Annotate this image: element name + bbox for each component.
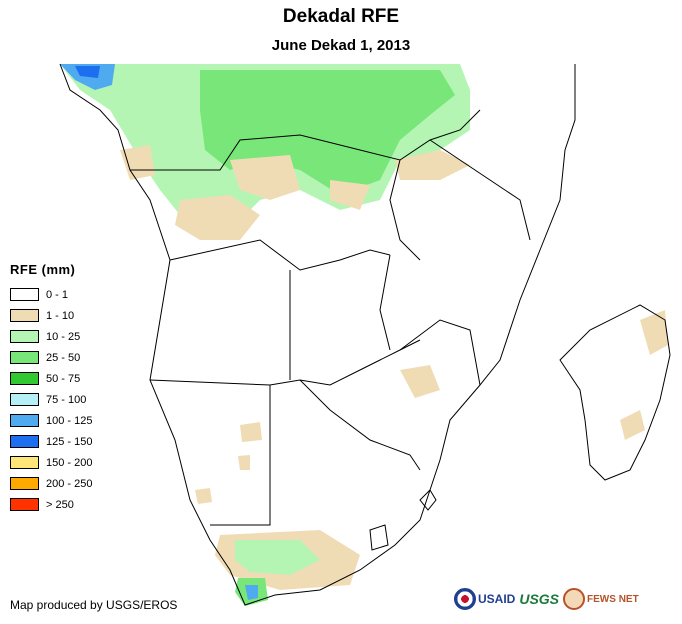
legend-swatch xyxy=(10,351,39,364)
legend-swatch xyxy=(10,372,39,385)
legend-swatch xyxy=(10,477,39,490)
usaid-logo: USAID xyxy=(454,588,515,610)
legend-item: 0 - 1 xyxy=(10,284,150,305)
usaid-label: USAID xyxy=(478,592,516,606)
logo-bar: USAID USGS FEWS NET xyxy=(454,584,676,614)
usgs-logo: USGS xyxy=(519,591,559,607)
legend-label: 25 - 50 xyxy=(46,351,81,364)
rain-band-north xyxy=(60,64,470,230)
legend-item: 1 - 10 xyxy=(10,305,150,326)
rain-areas-south xyxy=(195,310,668,606)
legend-swatch xyxy=(10,309,39,322)
legend-item: 125 - 150 xyxy=(10,431,150,452)
credit-text: Map produced by USGS/EROS xyxy=(10,598,178,612)
legend-rows: 0 - 1 1 - 10 10 - 25 25 - 50 50 - 75 75 - 100… xyxy=(10,284,150,515)
legend-label: 10 - 25 xyxy=(46,330,81,343)
usaid-seal-icon xyxy=(454,588,476,610)
legend-label: 75 - 100 xyxy=(46,393,87,406)
legend-swatch xyxy=(10,435,39,448)
legend-label: > 250 xyxy=(46,498,74,511)
dry-areas-north xyxy=(120,145,470,240)
legend-item: 75 - 100 xyxy=(10,389,150,410)
country-borders xyxy=(59,63,671,606)
legend-item: 10 - 25 xyxy=(10,326,150,347)
legend: RFE (mm) 0 - 1 1 - 10 10 - 25 25 - 50 50 - 7… xyxy=(10,262,150,515)
legend-item: 200 - 250 xyxy=(10,473,150,494)
map-title: Dekadal RFE xyxy=(282,6,400,27)
legend-label: 0 - 1 xyxy=(46,288,69,301)
legend-swatch xyxy=(10,414,39,427)
legend-item: 100 - 125 xyxy=(10,410,150,431)
legend-label: 200 - 250 xyxy=(46,477,93,490)
legend-item: 50 - 75 xyxy=(10,368,150,389)
legend-swatch xyxy=(10,498,39,511)
fews-logo: FEWS NET xyxy=(563,588,639,610)
legend-swatch xyxy=(10,393,39,406)
legend-swatch xyxy=(10,456,39,469)
usgs-label: USGS xyxy=(519,591,560,607)
fews-seal-icon xyxy=(563,588,586,610)
legend-swatch xyxy=(10,288,39,301)
legend-title: RFE (mm) xyxy=(10,262,76,277)
legend-swatch xyxy=(10,330,39,343)
legend-label: 100 - 125 xyxy=(46,414,93,427)
map-subtitle: June Dekad 1, 2013 xyxy=(271,37,411,54)
legend-label: 50 - 75 xyxy=(46,372,81,385)
legend-label: 1 - 10 xyxy=(46,309,75,322)
legend-item: > 250 xyxy=(10,494,150,515)
legend-label: 125 - 150 xyxy=(46,435,93,448)
legend-label: 150 - 200 xyxy=(46,456,93,469)
legend-item: 25 - 50 xyxy=(10,347,150,368)
fews-label: FEWS NET xyxy=(587,593,639,605)
legend-item: 150 - 200 xyxy=(10,452,150,473)
